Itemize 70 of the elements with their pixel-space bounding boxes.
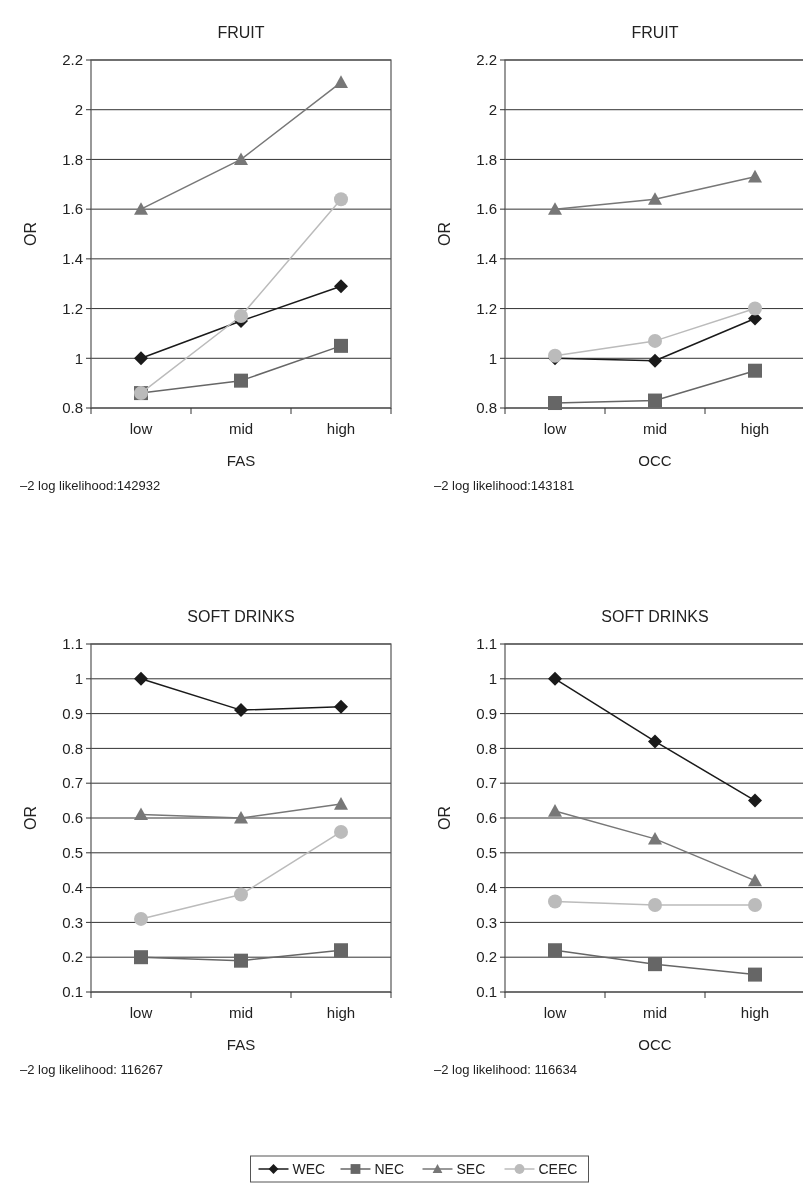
y-tick-label: 1 [74, 349, 83, 367]
y-tick-label: 0.8 [476, 739, 497, 757]
legend-label: CEEC [538, 1160, 578, 1177]
text: –2 log likelihood: 116634 [434, 1062, 577, 1077]
y-tick-label: 1.2 [62, 299, 83, 317]
y-tick-label: 1.1 [476, 635, 497, 653]
x-tick-label: high [326, 420, 356, 437]
y-tick-label: 0.8 [476, 399, 497, 417]
y-tick-label: 0.4 [476, 878, 497, 896]
x-tick-label: mid [228, 420, 254, 437]
legend-label: NEC [374, 1160, 405, 1177]
y-tick-label: 1.2 [476, 299, 497, 317]
text: –2 log likelihood: 116267 [20, 1062, 163, 1077]
y-tick-label: 1.1 [62, 635, 83, 653]
x-tick-label: low [543, 1004, 567, 1021]
x-axis-title: OCC [638, 1036, 672, 1053]
y-tick-label: 1 [488, 349, 497, 367]
y-tick-label: 0.5 [476, 844, 497, 862]
y-tick-label: 1.8 [476, 150, 497, 168]
chart-title: SOFT DRINKS [187, 608, 295, 625]
x-tick-label: mid [228, 1004, 254, 1021]
y-tick-label: 1 [74, 670, 83, 688]
y-tick-label: 0.9 [476, 704, 497, 722]
y-tick-label: 1.4 [62, 250, 83, 268]
y-tick-label: 1 [488, 670, 497, 688]
y-tick-label: 1.6 [62, 200, 83, 218]
text: –2 log likelihood:142932 [20, 478, 161, 493]
x-tick-label: mid [642, 420, 668, 437]
y-tick-label: 0.7 [62, 774, 83, 792]
y-axis-title: OR [436, 806, 453, 830]
y-tick-label: 1.4 [476, 250, 497, 268]
x-tick-label: high [740, 420, 770, 437]
y-tick-label: 0.2 [476, 948, 497, 966]
chart-title: SOFT DRINKS [601, 608, 709, 625]
y-tick-label: 2 [488, 100, 497, 118]
y-axis-title: OR [22, 806, 39, 830]
x-tick-label: low [129, 420, 153, 437]
x-tick-label: high [326, 1004, 356, 1021]
chart-title: FRUIT [217, 24, 265, 41]
y-tick-label: 2 [74, 100, 83, 118]
y-tick-label: 0.5 [62, 844, 83, 862]
y-tick-label: 0.1 [476, 983, 497, 1001]
x-tick-label: low [129, 1004, 153, 1021]
text: –2 log likelihood:143181 [434, 478, 575, 493]
x-axis-title: OCC [638, 452, 672, 469]
x-axis-title: FAS [226, 1036, 256, 1053]
legend-label: SEC [456, 1160, 486, 1177]
y-tick-label: 0.7 [476, 774, 497, 792]
x-tick-label: low [543, 420, 567, 437]
y-tick-label: 0.9 [62, 704, 83, 722]
y-tick-label: 1.6 [476, 200, 497, 218]
x-tick-label: mid [642, 1004, 668, 1021]
y-tick-label: 0.6 [476, 809, 497, 827]
y-tick-label: 0.3 [476, 913, 497, 931]
y-axis-title: OR [436, 222, 453, 246]
x-axis-title: FAS [226, 452, 256, 469]
legend-label: WEC [292, 1160, 326, 1177]
y-tick-label: 2.2 [62, 51, 83, 69]
y-tick-label: 0.1 [62, 983, 83, 1001]
y-tick-label: 0.8 [62, 399, 83, 417]
y-tick-label: 2.2 [476, 51, 497, 69]
y-tick-label: 0.2 [62, 948, 83, 966]
y-tick-label: 0.6 [62, 809, 83, 827]
chart-title: FRUIT [631, 24, 679, 41]
y-axis-title: OR [22, 222, 39, 246]
y-tick-label: 1.8 [62, 150, 83, 168]
y-tick-label: 0.8 [62, 739, 83, 757]
y-tick-label: 0.3 [62, 913, 83, 931]
y-tick-label: 0.4 [62, 878, 83, 896]
x-tick-label: high [740, 1004, 770, 1021]
